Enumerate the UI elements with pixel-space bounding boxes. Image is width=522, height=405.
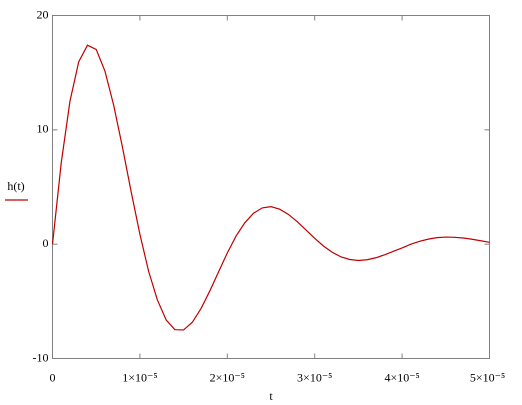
legend-label: h(t) <box>7 179 24 193</box>
y-tick-label: -10 <box>33 350 49 364</box>
line-series <box>51 44 490 331</box>
x-tick-label: 0 <box>50 370 56 384</box>
y-tick-label: 10 <box>37 122 49 136</box>
x-tick-label: 2×10⁻⁵ <box>210 370 245 384</box>
x-tick-label: 3×10⁻⁵ <box>297 370 332 384</box>
y-tick-label: 20 <box>37 7 49 21</box>
y-tick-label: 0 <box>43 236 49 250</box>
x-tick-label: 4×10⁻⁵ <box>384 370 419 384</box>
plot-frame <box>52 15 490 359</box>
x-tick-label: 1×10⁻⁵ <box>122 370 157 384</box>
x-axis-label: t <box>269 389 273 403</box>
x-tick-label: 5×10⁻⁵ <box>470 370 505 384</box>
